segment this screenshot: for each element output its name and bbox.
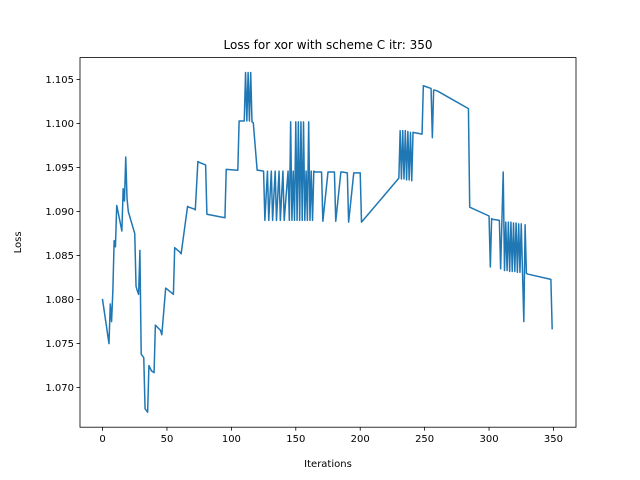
x-axis-label: Iterations [304,459,352,470]
x-tick-label: 150 [286,434,305,445]
y-tick-label: 1.100 [45,119,74,130]
y-tick-label: 1.095 [45,163,74,174]
x-tick-label: 200 [351,434,370,445]
y-axis-label: Loss [13,231,24,253]
x-tick-label: 100 [222,434,241,445]
x-tick-label: 350 [544,434,563,445]
y-tick-label: 1.090 [45,207,74,218]
loss-series-line [101,71,553,413]
x-tick-label: 300 [479,434,498,445]
y-tick-label: 1.085 [45,251,74,262]
x-tick-label: 50 [161,434,174,445]
y-axis-ticks: 1.070 1.075 1.080 1.085 1.090 1.095 1.100 1.105 [45,75,80,394]
y-tick-label: 1.070 [45,383,74,394]
plot-area [101,71,553,413]
axes-frame [79,57,577,428]
x-axis-ticks: 0 50 100 150 200 250 300 350 [99,427,563,445]
x-tick-label: 0 [99,434,105,445]
y-tick-label: 1.105 [45,75,74,86]
y-tick-label: 1.080 [45,295,74,306]
chart-title: Loss for xor with scheme C itr: 350 [224,38,433,52]
y-tick-label: 1.075 [45,339,74,350]
x-tick-label: 250 [415,434,434,445]
